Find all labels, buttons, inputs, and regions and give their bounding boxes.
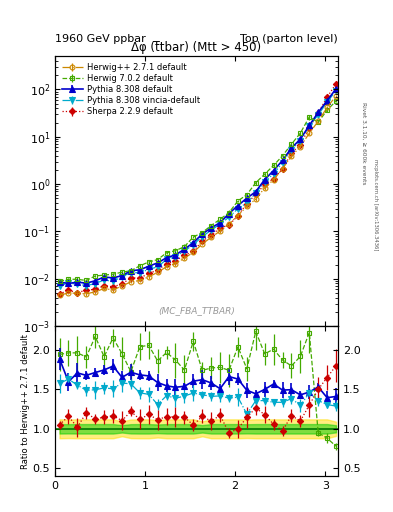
Text: Top (parton level): Top (parton level) [240,33,338,44]
Legend: Herwig++ 2.7.1 default, Herwig 7.0.2 default, Pythia 8.308 default, Pythia 8.308: Herwig++ 2.7.1 default, Herwig 7.0.2 def… [59,60,202,119]
Text: Rivet 3.1.10, ≥ 600k events: Rivet 3.1.10, ≥ 600k events [361,102,366,185]
Y-axis label: Ratio to Herwig++ 2.7.1 default: Ratio to Herwig++ 2.7.1 default [20,334,29,468]
Text: 1960 GeV ppbar: 1960 GeV ppbar [55,33,146,44]
Text: (MC_FBA_TTBAR): (MC_FBA_TTBAR) [158,306,235,315]
Text: mcplots.cern.ch [arXiv:1306.3436]: mcplots.cern.ch [arXiv:1306.3436] [373,159,378,250]
Title: Δφ (t̅tbar) (Mtt > 450): Δφ (t̅tbar) (Mtt > 450) [131,41,262,54]
